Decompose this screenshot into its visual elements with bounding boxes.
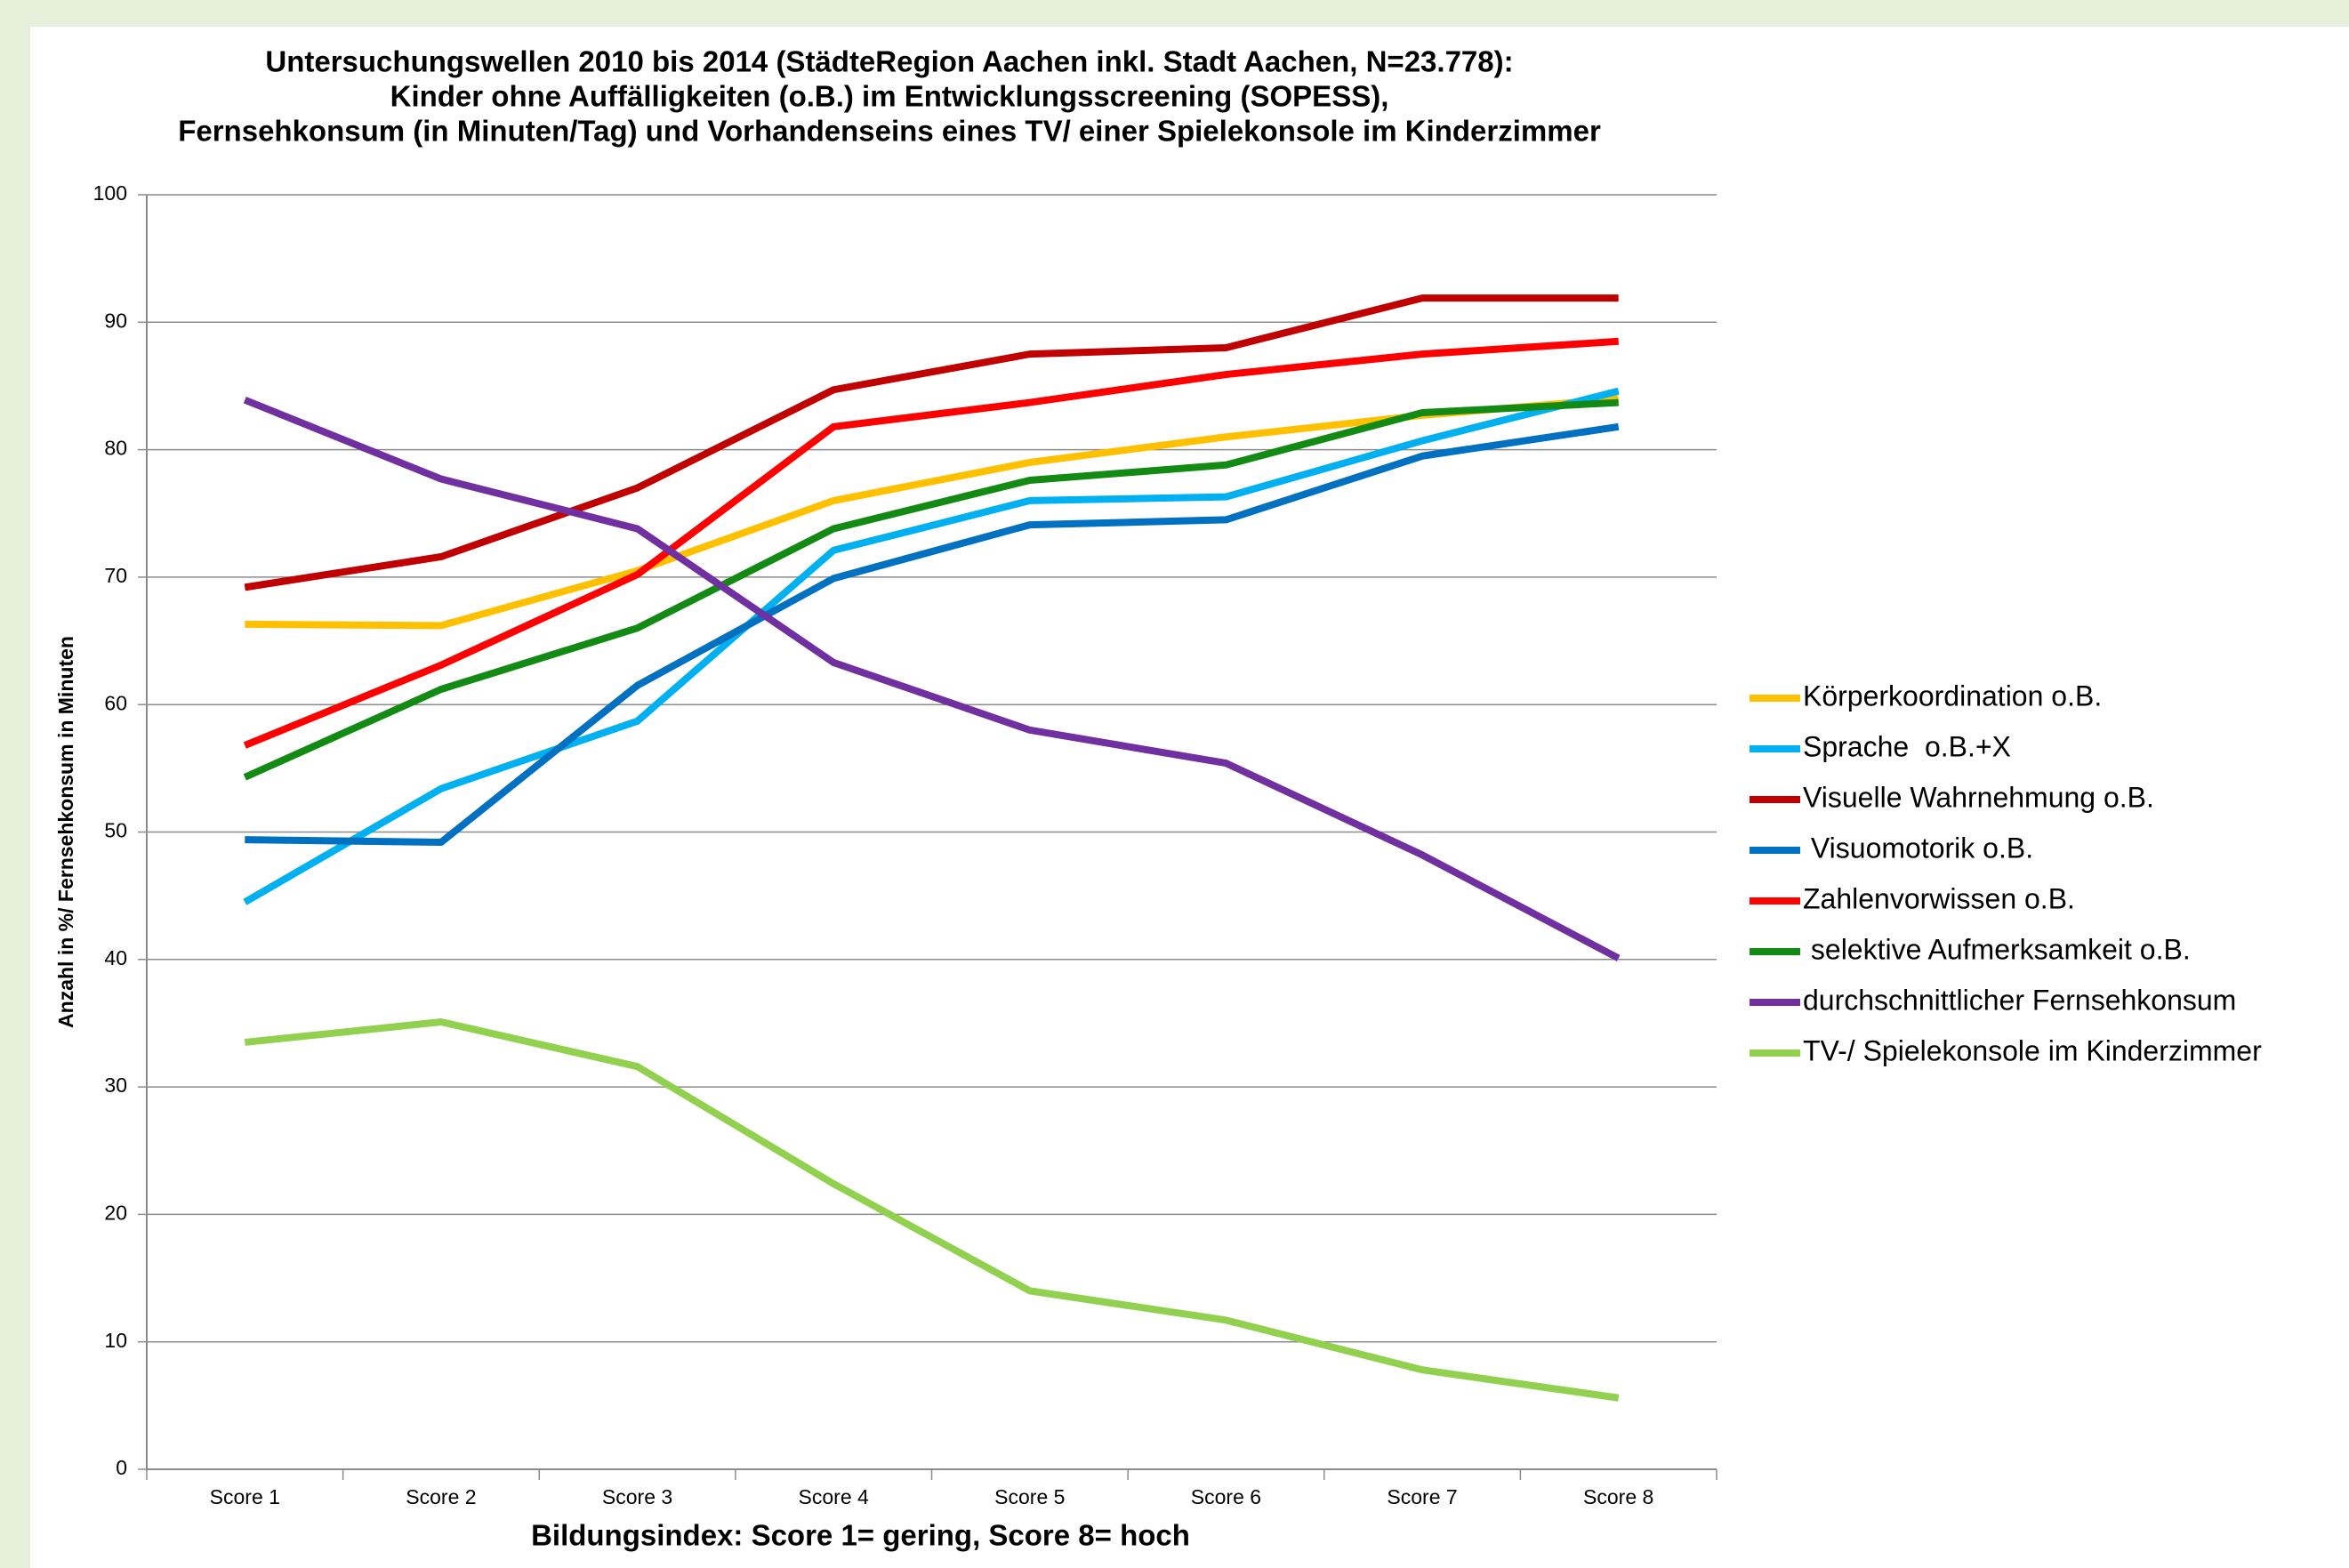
legend-label: Visuelle Wahrnehmung o.B. [1803, 781, 2154, 813]
chart-title: Kinder ohne Auffälligkeiten (o.B.) im En… [390, 80, 1389, 113]
legend-label: durchschnittlicher Fernsehkonsum [1803, 984, 2236, 1016]
panel [30, 27, 2349, 1568]
x-tick-label: Score 4 [799, 1485, 869, 1508]
y-tick-label: 100 [93, 181, 127, 205]
y-tick-label: 70 [104, 564, 127, 587]
x-tick-label: Score 8 [1583, 1485, 1653, 1508]
legend-label: TV-/ Spielekonsole im Kinderzimmer [1803, 1034, 2262, 1066]
x-tick-label: Score 6 [1191, 1485, 1261, 1508]
x-tick-label: Score 1 [210, 1485, 280, 1508]
legend-label: Visuomotorik o.B. [1803, 832, 2033, 864]
series-line [243, 398, 1619, 781]
y-axis-title: Anzahl in %/ Fernsehkonsum in Minuten [54, 636, 77, 1028]
series-line [243, 387, 1620, 905]
x-tick-label: Score 2 [406, 1485, 476, 1508]
y-tick-label: 10 [104, 1329, 127, 1352]
y-tick-label: 40 [104, 946, 127, 969]
y-tick-label: 50 [104, 819, 127, 842]
series-line [244, 294, 1619, 591]
y-tick-label: 20 [104, 1201, 127, 1224]
series-line [244, 1018, 1620, 1402]
y-tick-label: 0 [116, 1456, 127, 1479]
x-tick-label: Score 5 [994, 1485, 1065, 1508]
y-tick-label: 30 [104, 1073, 127, 1097]
series-line [243, 397, 1621, 961]
legend-label: selektive Aufmerksamkeit o.B. [1803, 933, 2191, 965]
series-line [243, 337, 1619, 749]
x-tick-label: Score 7 [1387, 1485, 1457, 1508]
legend-label: Zahlenvorwissen o.B. [1803, 882, 2075, 914]
x-tick-label: Score 3 [602, 1485, 672, 1508]
y-tick-label: 90 [104, 309, 127, 332]
series-line [245, 422, 1620, 846]
chart-title: Fernsehkonsum (in Minuten/Tag) und Vorha… [178, 115, 1601, 148]
legend-label: Sprache o.B.+X [1803, 730, 2011, 762]
legend-label: Körperkoordination o.B. [1803, 679, 2102, 712]
y-tick-label: 80 [104, 437, 127, 460]
x-axis-title: Bildungsindex: Score 1= gering, Score 8=… [531, 1519, 1190, 1552]
chart-title: Untersuchungswellen 2010 bis 2014 (Städt… [265, 45, 1513, 78]
y-tick-label: 60 [104, 691, 127, 714]
